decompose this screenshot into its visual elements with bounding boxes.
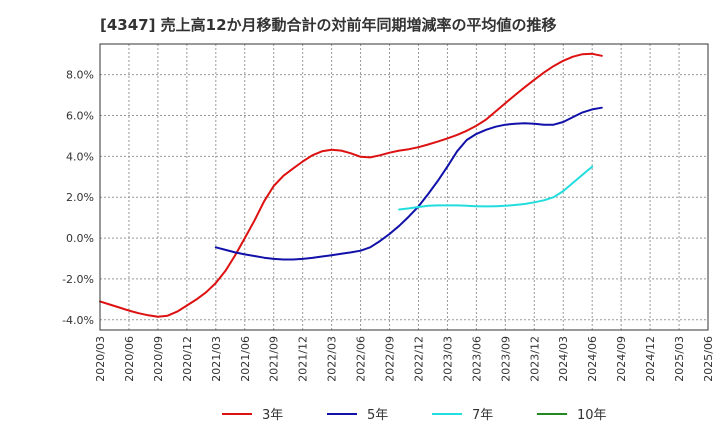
y-tick-label: 2.0%: [66, 191, 94, 204]
series-line: [214, 106, 603, 261]
x-tick-label: 2024/03: [557, 336, 570, 382]
x-tick-label: 2023/06: [470, 336, 483, 382]
legend-label: 10年: [577, 408, 607, 423]
x-tick-label: 2020/06: [123, 336, 136, 382]
x-tick-label: 2022/09: [384, 336, 397, 382]
legend-label: 5年: [367, 408, 388, 423]
series-lines: [99, 52, 603, 318]
x-tick-label: 2022/06: [355, 336, 368, 382]
legend-label: 7年: [472, 408, 493, 423]
x-tick-label: 2020/09: [152, 336, 165, 382]
x-tick-label: 2024/06: [586, 336, 599, 382]
y-tick-label: 4.0%: [66, 150, 94, 163]
x-tick-label: 2021/03: [210, 336, 223, 382]
x-tick-label: 2021/06: [239, 336, 252, 382]
x-axis-ticks: 2020/03 2020/06 2020/09 2020/12 2021/03 2021/…: [94, 336, 715, 382]
y-tick-label: -2.0%: [62, 273, 94, 286]
x-tick-label: 2020/03: [94, 336, 107, 382]
x-tick-label: 2024/09: [615, 336, 628, 382]
legend: 3年 5年 7年 10年: [222, 408, 607, 423]
x-tick-label: 2023/09: [499, 336, 512, 382]
x-tick-label: 2021/09: [268, 336, 281, 382]
x-tick-label: 2021/12: [297, 336, 310, 382]
x-tick-label: 2020/12: [181, 336, 194, 382]
x-tick-label: 2023/03: [441, 336, 454, 382]
legend-label: 3年: [262, 408, 283, 423]
x-tick-label: 2025/06: [702, 336, 715, 382]
y-tick-label: 8.0%: [66, 69, 94, 82]
series-line: [398, 165, 594, 211]
x-tick-label: 2023/12: [528, 336, 541, 382]
y-tick-label: 6.0%: [66, 110, 94, 123]
plot-frame: [99, 43, 709, 331]
x-tick-label: 2024/12: [644, 336, 657, 382]
x-tick-label: 2022/03: [326, 336, 339, 382]
x-tick-label: 2025/03: [673, 336, 686, 382]
chart-title: [4347] 売上高12か月移動合計の対前年同期増減率の平均値の推移: [100, 16, 557, 34]
y-axis-ticks: 8.0% 6.0% 4.0% 2.0% 0.0% -2.0% -4.0%: [62, 69, 94, 327]
grid-lines: [99, 44, 709, 330]
x-tick-label: 2022/12: [412, 336, 425, 382]
series-line: [99, 52, 603, 318]
y-tick-label: -4.0%: [62, 314, 94, 327]
y-tick-label: 0.0%: [66, 232, 94, 245]
